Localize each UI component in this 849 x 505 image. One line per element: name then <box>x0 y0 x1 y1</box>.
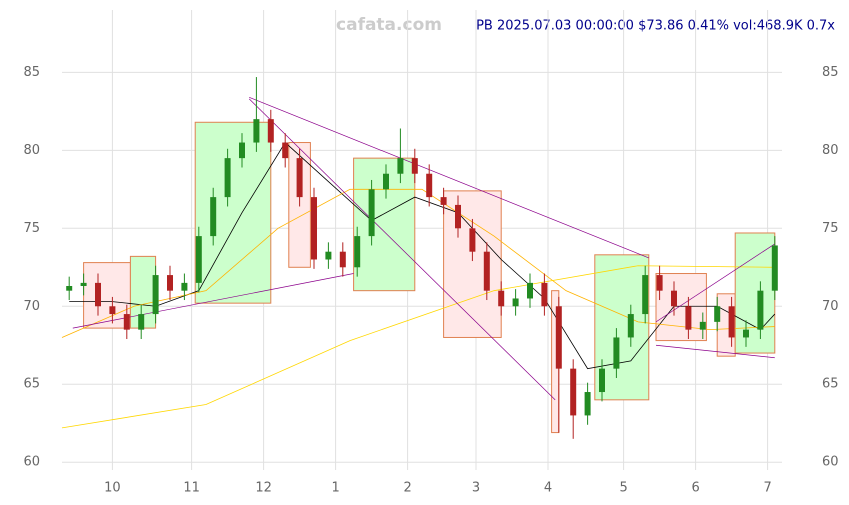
candle-body <box>80 282 87 286</box>
candle-body <box>354 236 361 268</box>
y-tick-label-right: 65 <box>822 377 839 392</box>
y-tick-label-left: 70 <box>23 299 40 314</box>
y-tick-label-left: 80 <box>23 143 40 158</box>
candle-body <box>167 275 173 291</box>
candle-body <box>627 314 634 338</box>
y-tick-label-right: 80 <box>822 143 839 158</box>
x-tick-label: 4 <box>544 481 552 496</box>
candle-body <box>195 236 202 283</box>
chart-title: PB 2025.07.03 00:00:00 $73.86 0.41% vol:… <box>476 19 835 34</box>
trend-line <box>72 273 354 329</box>
candle-body <box>397 158 404 174</box>
candle-body <box>210 197 217 237</box>
x-tick-label: 1 <box>331 481 339 496</box>
candle-body <box>224 158 231 198</box>
candle-body <box>555 306 562 369</box>
candle-body <box>325 251 332 260</box>
y-tick-label-right: 85 <box>822 65 839 80</box>
candle-body <box>440 197 447 205</box>
candle-body <box>584 392 591 416</box>
y-tick-label-left: 85 <box>23 65 40 80</box>
y-tick-label-left: 65 <box>23 377 40 392</box>
candle-body <box>671 290 677 307</box>
candle-body <box>599 368 605 393</box>
x-tick-label: 7 <box>763 481 771 496</box>
candle-body <box>469 228 476 252</box>
range-box <box>734 232 776 354</box>
moving-average <box>61 188 775 338</box>
x-tick-label: 12 <box>255 481 272 496</box>
x-tick-label: 6 <box>691 481 699 496</box>
candle-body <box>311 197 317 260</box>
candle-body <box>152 275 159 315</box>
candle-body <box>383 173 389 190</box>
candle-body <box>714 306 721 322</box>
x-tick-label: 11 <box>183 481 200 496</box>
candle-body <box>368 189 375 237</box>
candle-body <box>66 286 73 291</box>
watermark: cafata.com <box>336 15 442 35</box>
y-tick-label-left: 75 <box>23 221 40 236</box>
candle-body <box>613 337 620 369</box>
x-tick-label: 3 <box>472 481 480 496</box>
candle-body <box>570 368 577 416</box>
x-tick-label: 10 <box>104 481 121 496</box>
moving-average <box>61 265 775 429</box>
candle-body <box>239 142 245 159</box>
range-box <box>443 190 502 338</box>
candle-body <box>267 119 274 143</box>
range-box <box>194 121 272 304</box>
candle-body <box>123 314 130 330</box>
candle-body <box>771 245 778 291</box>
candle-body <box>181 282 188 291</box>
candle-body <box>728 306 735 338</box>
candle-body <box>95 282 101 307</box>
candle-body <box>411 158 418 174</box>
trend-line <box>248 98 556 401</box>
y-tick-label-right: 70 <box>822 299 839 314</box>
candle-body <box>138 314 145 330</box>
y-tick-label-right: 60 <box>822 455 839 470</box>
candle-body <box>685 306 692 330</box>
trend-line <box>249 96 649 259</box>
candle-body <box>757 290 764 330</box>
candle-body <box>498 290 505 307</box>
candle-body <box>426 173 433 198</box>
candle-body <box>109 306 116 315</box>
x-tick-label: 5 <box>619 481 627 496</box>
candle-body <box>282 142 289 159</box>
x-tick-label: 2 <box>403 481 411 496</box>
moving-average <box>69 141 776 370</box>
candle-body <box>541 282 548 307</box>
candle-body <box>455 204 461 229</box>
candle-body <box>512 298 519 307</box>
trend-line <box>655 344 775 359</box>
candle-body <box>339 251 346 268</box>
candle-body <box>642 275 649 315</box>
trend-line <box>655 243 775 323</box>
y-tick-label-right: 75 <box>822 221 839 236</box>
candle-body <box>699 321 706 330</box>
range-box <box>655 273 707 342</box>
candle-body <box>253 119 260 143</box>
range-box <box>83 262 131 329</box>
candle-body <box>296 158 303 198</box>
y-tick-label-left: 60 <box>23 455 40 470</box>
candle-body <box>743 329 749 338</box>
candle-body <box>527 282 533 299</box>
candle-body <box>483 251 490 291</box>
candle-body <box>656 275 663 291</box>
